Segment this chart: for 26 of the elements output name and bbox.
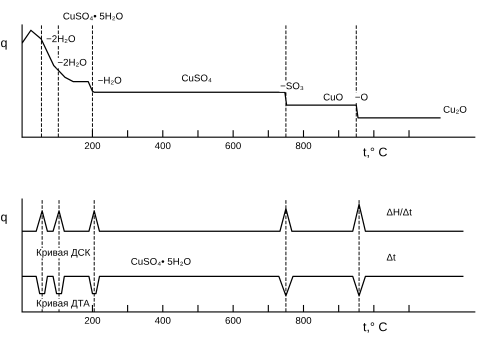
- y-axis-title: q: [1, 40, 7, 50]
- x-tick-label: 800: [296, 317, 312, 324]
- annotation: Кривая ДСК: [36, 248, 90, 258]
- annotation: −2H₂O: [58, 58, 86, 66]
- x-tick-label: 200: [84, 317, 100, 324]
- x-axis-title: t,° C: [363, 148, 387, 158]
- x-tick-label: 200: [84, 142, 100, 150]
- series-label: ΔH/Δt: [386, 208, 412, 216]
- x-tick-label: 600: [226, 317, 241, 324]
- annotation: −2H₂O: [46, 35, 76, 43]
- x-axis-title: t,° C: [363, 322, 387, 333]
- annotation: CuSO₄: [182, 74, 212, 82]
- series-label: Δt: [386, 254, 396, 261]
- x-tick-label: 400: [154, 317, 171, 324]
- chart-title: CuSO₄• 5H₂O: [63, 12, 123, 20]
- annotation: CuO: [324, 94, 343, 100]
- annotation: −SO₃: [280, 82, 304, 90]
- annotation: −H₂O: [98, 76, 122, 84]
- x-tick-label: 800: [296, 142, 312, 150]
- annotation: Кривая ДТА: [36, 300, 90, 309]
- annotation: −O: [355, 94, 368, 100]
- x-tick-label: 400: [154, 142, 171, 150]
- annotation: Cu₂O: [444, 106, 466, 114]
- y-axis-title: q: [1, 214, 7, 224]
- x-tick-label: 600: [226, 142, 241, 150]
- annotation: CuSO₄• 5H₂O: [131, 258, 191, 266]
